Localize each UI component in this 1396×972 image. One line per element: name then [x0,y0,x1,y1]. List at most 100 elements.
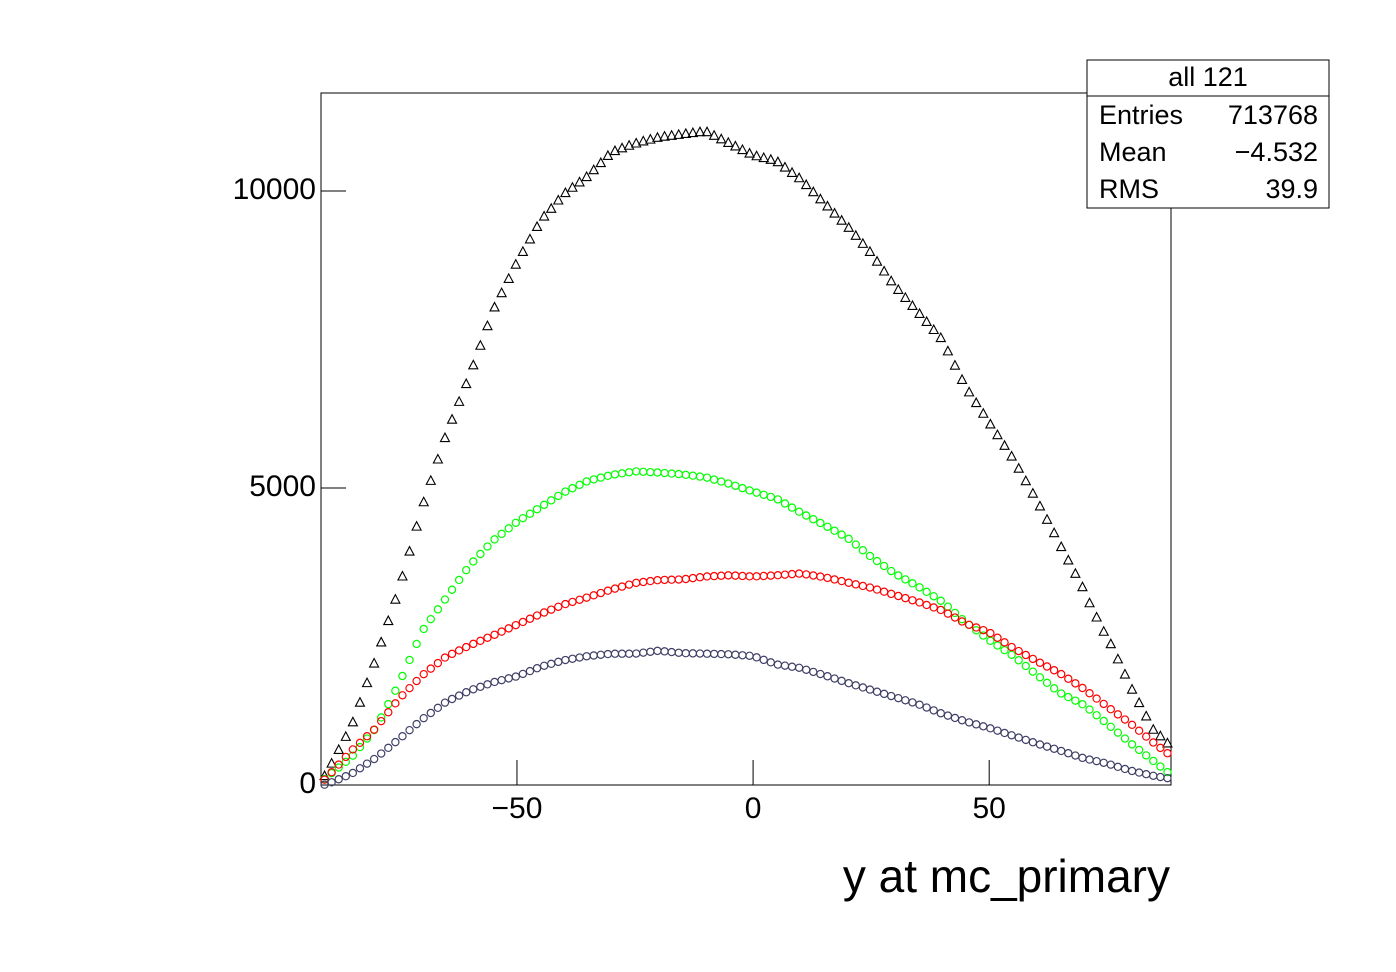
data-marker [467,359,479,370]
data-marker [596,588,605,598]
data-marker [405,683,414,693]
data-marker [446,413,458,424]
stats-label: Entries [1099,100,1183,130]
data-marker [731,571,740,580]
data-marker [901,696,910,705]
data-marker [1085,689,1094,698]
data-marker [653,646,662,656]
data-marker [567,181,578,192]
data-marker [610,584,620,593]
data-marker [1106,760,1115,769]
data-marker [1057,669,1066,679]
stats-title: all 121 [1168,62,1248,92]
data-marker [793,172,805,183]
data-marker [688,471,698,480]
data-marker [1057,746,1066,756]
data-marker [369,754,379,764]
data-marker [426,614,435,624]
data-marker [341,757,350,767]
data-marker [752,572,761,581]
data-marker [695,649,705,658]
data-marker [547,496,556,505]
data-marker [532,611,542,620]
data-marker [844,678,853,688]
data-marker [497,529,506,539]
data-marker [1106,722,1115,731]
data-marker [844,578,853,587]
data-marker [894,591,903,601]
data-marker [667,469,676,478]
data-marker [532,664,542,673]
data-marker [1035,740,1045,749]
data-marker [899,291,911,302]
data-marker [391,699,400,708]
data-marker [929,706,938,715]
data-marker [1071,679,1080,688]
data-marker [1126,683,1138,694]
data-marker [986,628,995,638]
data-marker [377,749,386,758]
data-marker [1028,738,1038,747]
data-marker [377,713,386,722]
data-marker [362,732,372,741]
data-marker [993,633,1002,642]
data-marker [433,658,443,668]
data-marker [624,580,634,589]
data-marker [497,675,506,685]
data-marker [674,469,683,479]
data-marker [1042,678,1052,688]
data-marker [504,624,513,633]
data-marker [397,570,408,581]
data-marker [504,674,513,683]
data-marker [320,780,329,789]
data-marker [1035,673,1045,682]
data-marker [908,579,917,588]
data-marker [462,688,471,697]
data-marker [816,518,825,528]
data-marker [992,428,1003,440]
data-marker [1014,656,1023,665]
data-marker [412,639,421,649]
data-marker [865,583,875,592]
data-marker [936,605,945,615]
data-marker [724,650,733,659]
data-marker [1127,720,1137,730]
data-marker [639,577,648,587]
data-marker [595,156,607,168]
data-marker [1113,728,1123,737]
data-marker [1057,689,1066,698]
y-tick-label: 10000 [233,173,316,206]
data-marker [887,566,896,576]
data-marker [865,685,875,694]
data-marker [355,764,365,773]
data-marker [843,221,855,232]
data-marker [802,570,811,579]
data-marker [538,210,550,221]
data-marker [419,624,428,634]
data-marker [639,467,648,476]
data-marker [766,658,775,667]
data-marker [829,207,840,218]
data-marker [701,126,713,137]
data-marker [674,575,683,584]
data-marker [447,694,457,704]
data-marker [772,156,784,167]
data-marker [1078,700,1087,709]
data-marker [694,126,706,137]
data-marker [765,153,777,164]
data-marker [950,613,960,622]
data-marker [1091,611,1103,622]
data-marker [1071,751,1080,760]
x-axis-title: y at mc_primary [843,850,1170,902]
data-marker [418,496,430,507]
data-marker [1020,474,1032,486]
data-marker [524,233,536,244]
data-marker [454,575,464,585]
data-marker [1014,646,1023,656]
data-marker [1163,773,1172,783]
y-tick-label: 5000 [249,470,316,503]
data-marker [617,582,627,591]
stats-value: 39.9 [1265,174,1318,204]
